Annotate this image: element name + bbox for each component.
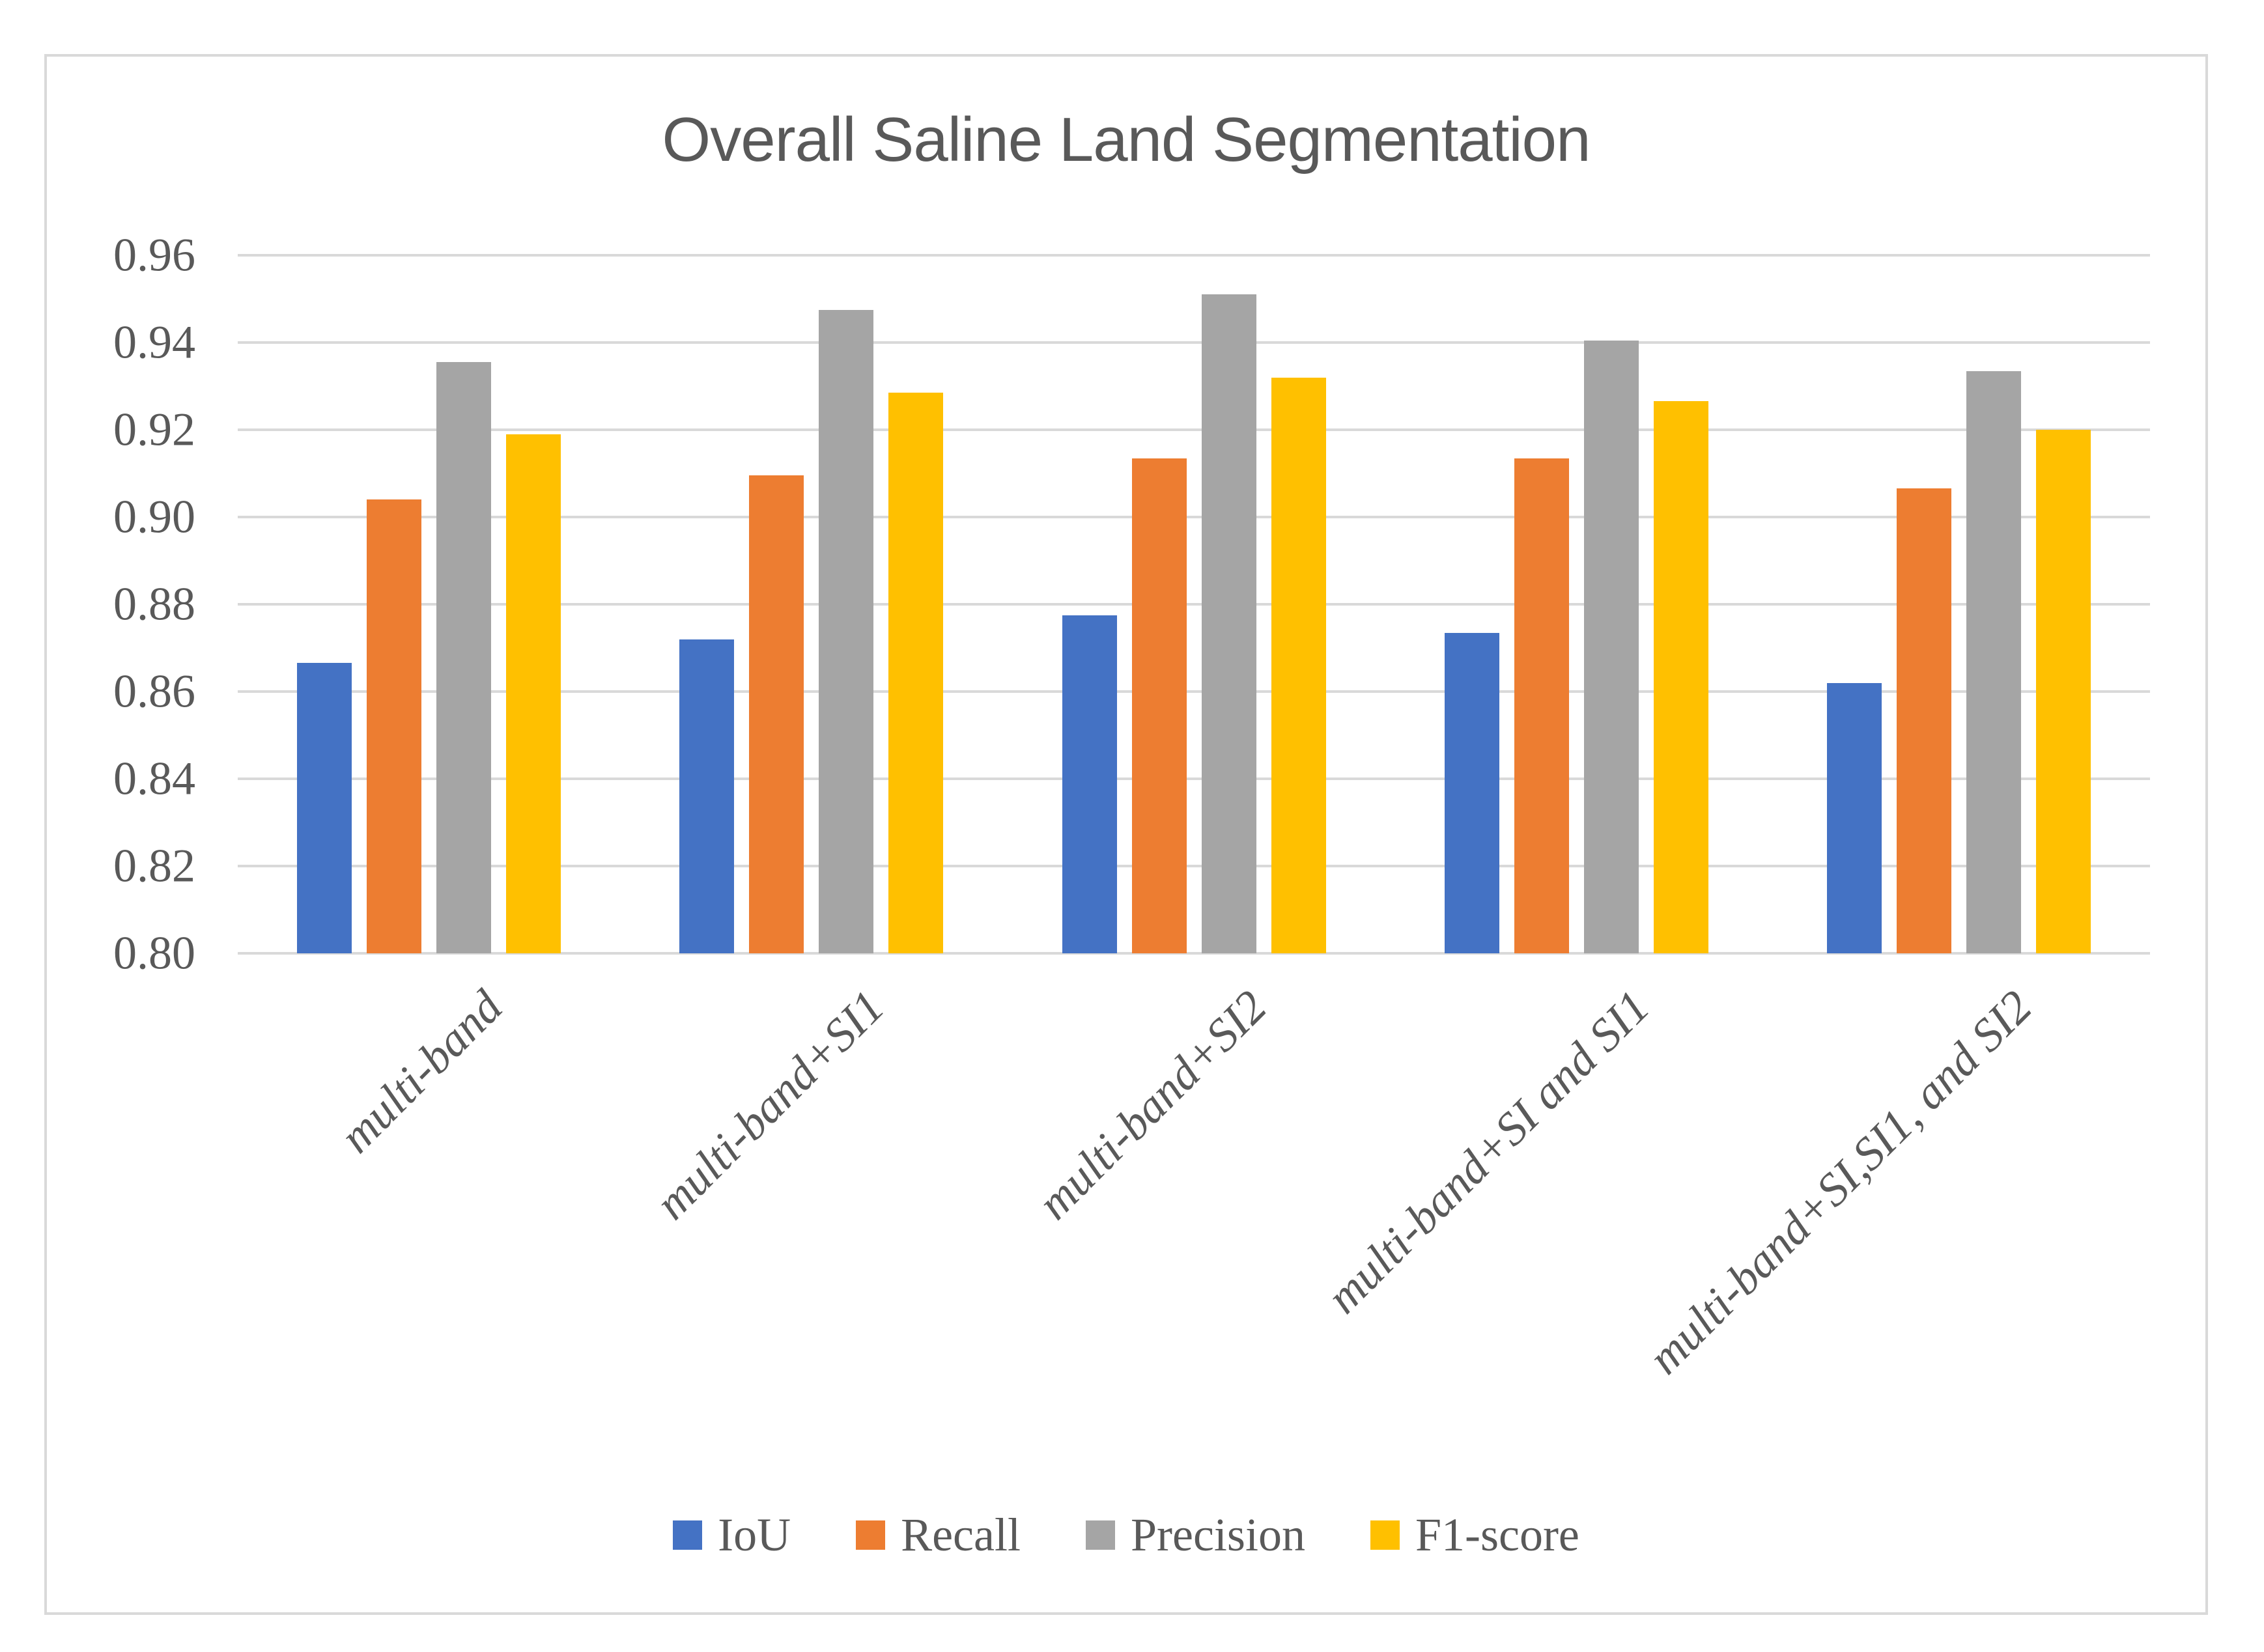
bar-iou-multi-band-si-and-si1 [1444,632,1499,953]
y-axis-tick-label: 0.82 [113,839,195,892]
bar-precision-multi-band-si-si1-and-si2 [1966,371,2021,953]
y-axis-tick-label: 0.88 [113,578,195,630]
legend-swatch-iou [673,1520,703,1550]
legend-item-precision: Precision [1085,1508,1305,1562]
gridline [238,952,2150,955]
bar-recall-multi-band-si1 [749,475,804,953]
gridline [238,428,2150,431]
bar-f1-score-multi-band-si-si1-and-si2 [2035,430,2091,953]
y-axis-tick-label: 0.94 [113,316,195,369]
bar-precision-multi-band [436,362,492,953]
bar-f1-score-multi-band [506,434,561,953]
legend-label: Recall [901,1509,1021,1561]
gridline [238,516,2150,518]
bar-recall-multi-band-si2 [1131,458,1187,953]
legend-item-iou: IoU [673,1508,791,1562]
gridline [238,865,2150,867]
bar-iou-multi-band-si2 [1062,615,1117,953]
y-axis-tick-label: 0.80 [113,927,195,979]
chart-title: Overall Saline Land Segmentation [662,105,1591,175]
bar-f1-score-multi-band-si1 [888,393,944,953]
bar-iou-multi-band-si-si1-and-si2 [1826,682,1882,953]
gridline [238,254,2150,257]
bar-f1-score-multi-band-si-and-si1 [1653,401,1708,953]
bar-recall-multi-band-si-si1-and-si2 [1896,488,1951,953]
bar-f1-score-multi-band-si2 [1271,377,1326,953]
y-axis-tick-label: 0.92 [113,403,195,456]
gridline [238,341,2150,344]
legend-label: IoU [718,1509,791,1561]
bar-precision-multi-band-si1 [819,309,874,953]
gridline [238,777,2150,780]
bar-recall-multi-band-si-and-si1 [1514,458,1569,953]
gridline [238,603,2150,606]
bar-iou-multi-band-si1 [679,639,735,953]
legend-item-recall: Recall [856,1508,1021,1562]
y-axis-tick-label: 0.84 [113,752,195,805]
legend-label: F1-score [1415,1509,1579,1561]
legend-swatch-precision [1085,1520,1115,1550]
legend-swatch-f1-score [1370,1520,1400,1550]
legend-label: Precision [1130,1509,1305,1561]
y-axis-tick-label: 0.86 [113,665,195,718]
bar-precision-multi-band-si2 [1201,294,1256,953]
bar-recall-multi-band [367,499,422,953]
legend: IoU Recall Precision F1-score [44,1508,2208,1562]
legend-item-f1-score: F1-score [1370,1508,1579,1562]
bar-precision-multi-band-si-and-si1 [1583,340,1639,953]
y-axis-tick-label: 0.90 [113,490,195,543]
gridline [238,690,2150,693]
bar-iou-multi-band [297,663,352,953]
y-axis-tick-label: 0.96 [113,229,195,281]
legend-swatch-recall [856,1520,886,1550]
